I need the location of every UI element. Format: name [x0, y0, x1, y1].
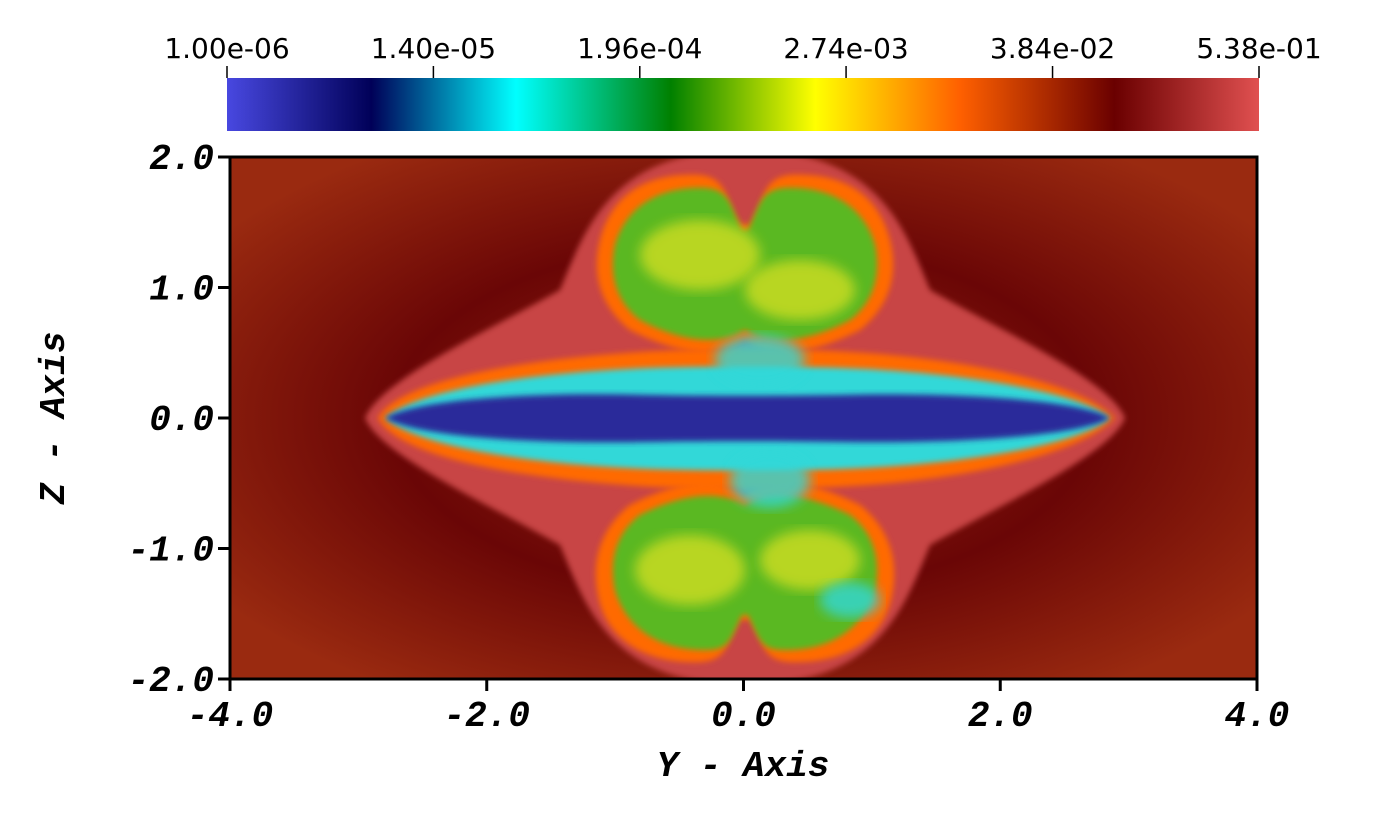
lower-lobe-highlight — [760, 530, 860, 590]
colorbar-tick-label: 2.74e-03 — [783, 32, 908, 65]
y-tick-label: 2.0 — [149, 139, 214, 180]
lower-lobe-cyan — [820, 582, 880, 618]
y-tick-label: 1.0 — [149, 270, 214, 311]
x-tick-label: -2.0 — [444, 696, 530, 737]
y-tick-label: -1.0 — [128, 531, 214, 572]
x-tick-label: 4.0 — [1225, 696, 1290, 737]
colorbar-tick-label: 3.84e-02 — [990, 32, 1115, 65]
x-tick-label: 2.0 — [968, 696, 1033, 737]
upper-lobe-highlight — [640, 220, 760, 290]
y-tick-label: 0.0 — [149, 400, 214, 441]
x-tick-label: 0.0 — [711, 696, 776, 737]
x-axis-title: Y - Axis — [657, 746, 830, 787]
x-tick-label: -4.0 — [187, 696, 273, 737]
upper-lobe-highlight — [745, 260, 855, 320]
colorbar-tick-label: 5.38e-01 — [1196, 32, 1321, 65]
disk-core — [385, 394, 1110, 443]
colorbar: 1.00e-06 1.40e-05 1.96e-04 2.74e-03 3.84e-02… — [164, 32, 1322, 131]
y-tick-label: -2.0 — [128, 661, 214, 702]
y-axis-ticks: 2.0 1.0 0.0 -1.0 -2.0 — [128, 139, 230, 702]
x-axis-ticks: -4.0 -2.0 0.0 2.0 4.0 — [187, 679, 1290, 737]
plot-area — [230, 157, 1257, 679]
upper-lobe-cyan — [715, 335, 805, 385]
colorbar-tick-label: 1.40e-05 — [371, 32, 496, 65]
upper-lobe — [596, 174, 894, 385]
lower-lobe-highlight — [635, 535, 745, 605]
colorbar-ticks: 1.00e-06 1.40e-05 1.96e-04 2.74e-03 3.84e-02… — [164, 32, 1322, 78]
equatorial-disk — [378, 349, 1115, 489]
colorbar-bar — [227, 78, 1259, 131]
colorbar-tick-label: 1.96e-04 — [577, 32, 702, 65]
y-axis-title: Z - Axis — [34, 332, 75, 506]
lower-lobe-cyan — [730, 452, 810, 508]
lower-lobe — [595, 452, 895, 663]
colorbar-tick-label: 1.00e-06 — [164, 32, 289, 65]
